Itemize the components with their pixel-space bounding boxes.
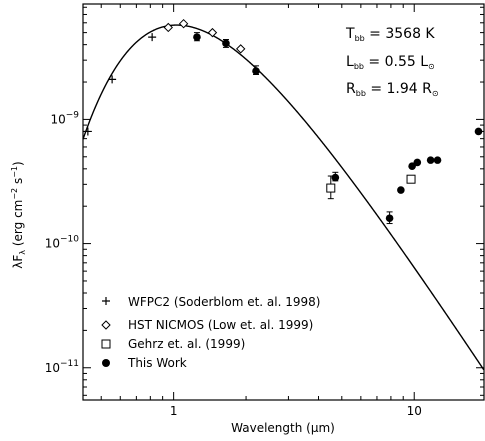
legend-item-this-work: This Work bbox=[102, 356, 187, 370]
y-tick-label: 10−11 bbox=[45, 359, 79, 375]
x-axis-title: Wavelength (μm) bbox=[231, 421, 335, 435]
x-tick-label: 1 bbox=[170, 404, 178, 418]
y-tick-label: 10−10 bbox=[45, 235, 80, 251]
diamond-marker bbox=[178, 18, 189, 29]
legend-label-wfpc2: WFPC2 (Soderblom et. al. 1998) bbox=[128, 295, 320, 309]
plus-marker bbox=[83, 127, 92, 136]
legend-item-nicmos: HST NICMOS (Low et. al. 1999) bbox=[101, 318, 313, 332]
legend-label-nicmos: HST NICMOS (Low et. al. 1999) bbox=[128, 318, 313, 332]
legend-square-marker bbox=[101, 339, 111, 349]
circle-marker bbox=[433, 156, 442, 164]
circle-marker bbox=[397, 186, 405, 194]
circle-marker bbox=[252, 67, 260, 75]
legend-item-gehrz: Gehrz et. al. (1999) bbox=[101, 337, 245, 351]
legend-item-wfpc2: WFPC2 (Soderblom et. al. 1998) bbox=[102, 295, 320, 309]
diamond-marker bbox=[235, 44, 246, 54]
y-axis-title: λFλ (erg cm−2 s−1) bbox=[10, 161, 27, 268]
x-tick-label: 10 bbox=[407, 404, 422, 418]
legend-diamond-marker bbox=[101, 320, 111, 330]
temperature-annotation: Tbb = 3568 K bbox=[345, 26, 435, 43]
radius-annotation: Rbb = 1.94 R⊙ bbox=[346, 81, 439, 98]
plus-marker bbox=[108, 75, 117, 84]
luminosity-annotation: Lbb = 0.55 L⊙ bbox=[346, 54, 435, 71]
circle-marker bbox=[193, 33, 201, 41]
blackbody-curve bbox=[82, 24, 485, 371]
circle-marker bbox=[474, 127, 483, 136]
circle-marker bbox=[413, 158, 422, 167]
diamond-marker bbox=[207, 27, 218, 38]
square-marker bbox=[326, 183, 336, 193]
plot-area bbox=[82, 3, 485, 401]
square-marker bbox=[406, 174, 416, 184]
legend: WFPC2 (Soderblom et. al. 1998) HST NICMO… bbox=[101, 295, 320, 370]
plus-marker bbox=[148, 33, 157, 42]
data-markers bbox=[83, 18, 483, 225]
y-tick-label: 10−9 bbox=[50, 110, 79, 126]
y-tick-labels: 10−9 10−10 10−11 bbox=[45, 110, 80, 374]
legend-label-gehrz: Gehrz et. al. (1999) bbox=[128, 337, 245, 351]
circle-marker bbox=[331, 173, 340, 182]
legend-label-this-work: This Work bbox=[127, 356, 187, 370]
x-tick-labels: 1 10 bbox=[170, 404, 422, 418]
blackbody-curve-line bbox=[82, 24, 485, 371]
circle-marker bbox=[426, 156, 435, 164]
legend-circle-marker bbox=[102, 359, 110, 367]
circle-marker bbox=[385, 214, 394, 223]
diamond-marker bbox=[163, 22, 173, 33]
circle-marker bbox=[222, 39, 230, 48]
plot-frame bbox=[82, 3, 485, 401]
legend-plus-marker bbox=[102, 297, 110, 305]
parameter-annotations: Tbb = 3568 K Lbb = 0.55 L⊙ Rbb = 1.94 R⊙ bbox=[345, 26, 439, 98]
